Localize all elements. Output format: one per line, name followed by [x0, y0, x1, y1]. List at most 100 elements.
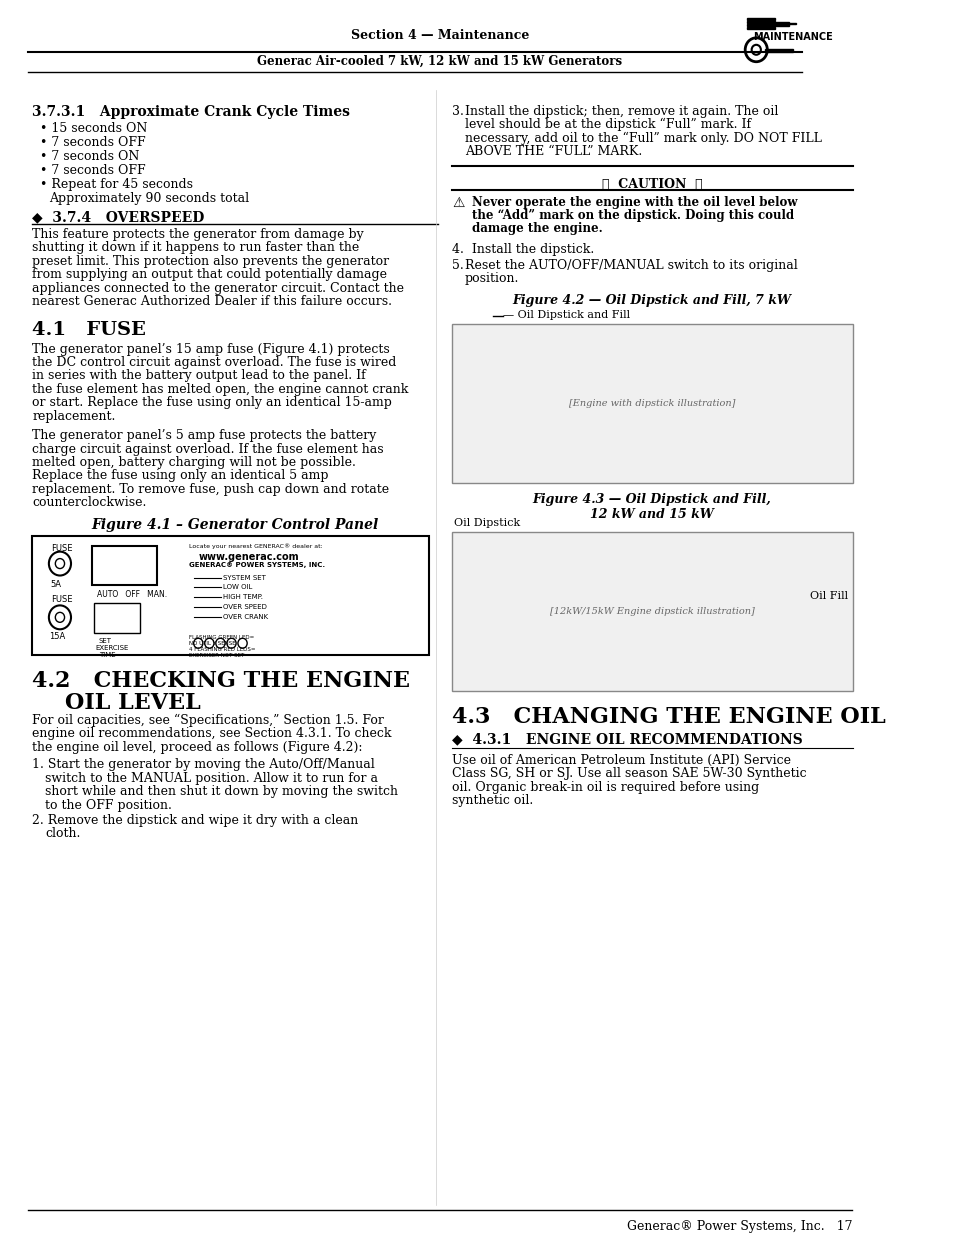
Text: Generac® Power Systems, Inc.   17: Generac® Power Systems, Inc. 17: [626, 1220, 851, 1233]
Text: preset limit. This protection also prevents the generator: preset limit. This protection also preve…: [32, 254, 389, 268]
Text: OVER SPEED: OVER SPEED: [223, 604, 267, 610]
Text: charge circuit against overload. If the fuse element has: charge circuit against overload. If the …: [32, 442, 383, 456]
Text: TIME: TIME: [98, 652, 115, 658]
Text: Figure 4.3 — Oil Dipstick and Fill,
12 kW and 15 kW: Figure 4.3 — Oil Dipstick and Fill, 12 k…: [532, 493, 771, 521]
Text: SET: SET: [98, 638, 112, 645]
Text: 2. Remove the dipstick and wipe it dry with a clean: 2. Remove the dipstick and wipe it dry w…: [32, 814, 358, 827]
Text: replacement. To remove fuse, push cap down and rotate: replacement. To remove fuse, push cap do…: [32, 483, 389, 496]
Bar: [746, 19, 774, 20]
Text: [12kW/15kW Engine dipstick illustration]: [12kW/15kW Engine dipstick illustration]: [549, 606, 754, 616]
Text: 3.: 3.: [452, 105, 463, 117]
Text: Approximately 90 seconds total: Approximately 90 seconds total: [49, 193, 249, 205]
Text: necessary, add oil to the “Full” mark only. DO NOT FILL: necessary, add oil to the “Full” mark on…: [464, 131, 821, 144]
Text: • 7 seconds OFF: • 7 seconds OFF: [40, 164, 145, 178]
Text: short while and then shut it down by moving the switch: short while and then shut it down by mov…: [45, 785, 397, 798]
Text: Oil Dipstick: Oil Dipstick: [454, 517, 519, 527]
Text: level should be at the dipstick “Full” mark. If: level should be at the dipstick “Full” m…: [464, 119, 750, 131]
Text: EXERCISER NOT SET: EXERCISER NOT SET: [189, 653, 244, 658]
Text: Install the dipstick; then, remove it again. The oil: Install the dipstick; then, remove it ag…: [464, 105, 778, 117]
Text: — Oil Dipstick and Fill: — Oil Dipstick and Fill: [502, 310, 629, 320]
Text: ◆  4.3.1   ENGINE OIL RECOMMENDATIONS: ◆ 4.3.1 ENGINE OIL RECOMMENDATIONS: [452, 732, 801, 746]
Bar: [746, 21, 774, 23]
Text: FUSE: FUSE: [51, 543, 72, 552]
Text: HIGH TEMP.: HIGH TEMP.: [223, 594, 263, 600]
Text: oil. Organic break-in oil is required before using: oil. Organic break-in oil is required be…: [452, 781, 759, 794]
Text: OVER CRANK: OVER CRANK: [223, 614, 268, 620]
Text: For oil capacities, see “Specifications,” Section 1.5. For: For oil capacities, see “Specifications,…: [32, 714, 384, 727]
Text: NO UTIL Y SENSE: NO UTIL Y SENSE: [189, 641, 235, 646]
Text: 5A: 5A: [51, 579, 62, 589]
Text: from supplying an output that could potentially damage: from supplying an output that could pote…: [32, 268, 387, 282]
Text: in series with the battery output lead to the panel. If: in series with the battery output lead t…: [32, 369, 366, 383]
Text: the “Add” mark on the dipstick. Doing this could: the “Add” mark on the dipstick. Doing th…: [472, 209, 794, 222]
Text: 3.7.3.1   Approximate Crank Cycle Times: 3.7.3.1 Approximate Crank Cycle Times: [32, 105, 350, 119]
Bar: [452, 532, 852, 692]
Text: the engine oil level, proceed as follows (Figure 4.2):: the engine oil level, proceed as follows…: [32, 741, 362, 753]
Bar: [774, 22, 788, 26]
Text: This feature protects the generator from damage by: This feature protects the generator from…: [32, 228, 364, 241]
FancyBboxPatch shape: [32, 536, 429, 656]
Text: www.generac.com: www.generac.com: [198, 552, 298, 562]
Text: ◆  3.7.4   OVERSPEED: ◆ 3.7.4 OVERSPEED: [32, 210, 205, 224]
Text: melted open, battery charging will not be possible.: melted open, battery charging will not b…: [32, 456, 355, 469]
Text: the DC control circuit against overload. The fuse is wired: the DC control circuit against overload.…: [32, 356, 396, 369]
Bar: [92, 546, 156, 585]
Text: ⚠: ⚠: [452, 196, 464, 210]
Text: to the OFF position.: to the OFF position.: [45, 799, 172, 811]
Text: • Repeat for 45 seconds: • Repeat for 45 seconds: [40, 178, 193, 191]
Bar: [764, 49, 792, 52]
Text: 1. Start the generator by moving the Auto/Off/Manual: 1. Start the generator by moving the Aut…: [32, 758, 375, 771]
Text: Class SG, SH or SJ. Use all season SAE 5W-30 Synthetic: Class SG, SH or SJ. Use all season SAE 5…: [452, 767, 805, 781]
Text: Never operate the engine with the oil level below: Never operate the engine with the oil le…: [472, 196, 797, 209]
Text: MAINTENANCE: MAINTENANCE: [753, 32, 832, 42]
Text: Use oil of American Petroleum Institute (API) Service: Use oil of American Petroleum Institute …: [452, 753, 790, 767]
Bar: [746, 23, 774, 26]
Text: OIL LEVEL: OIL LEVEL: [65, 692, 200, 714]
Bar: [746, 27, 774, 28]
Text: or start. Replace the fuse using only an identical 15-amp: or start. Replace the fuse using only an…: [32, 396, 392, 409]
Text: [Engine with dipstick illustration]: [Engine with dipstick illustration]: [568, 399, 735, 408]
Text: Oil Fill: Oil Fill: [809, 592, 847, 601]
Text: GENERAC® POWER SYSTEMS, INC.: GENERAC® POWER SYSTEMS, INC.: [189, 562, 325, 568]
Text: Generac Air-cooled 7 kW, 12 kW and 15 kW Generators: Generac Air-cooled 7 kW, 12 kW and 15 kW…: [257, 54, 622, 68]
Text: 4 FLASHING RED LEDS=: 4 FLASHING RED LEDS=: [189, 647, 255, 652]
Bar: [94, 604, 140, 634]
Text: the fuse element has melted open, the engine cannot crank: the fuse element has melted open, the en…: [32, 383, 408, 396]
Text: EXERCISE: EXERCISE: [95, 645, 129, 651]
Text: 4.3   CHANGING THE ENGINE OIL: 4.3 CHANGING THE ENGINE OIL: [452, 706, 884, 727]
Bar: [452, 324, 852, 483]
Text: Replace the fuse using only an identical 5 amp: Replace the fuse using only an identical…: [32, 469, 329, 483]
Text: position.: position.: [464, 273, 518, 285]
Text: Section 4 — Maintenance: Section 4 — Maintenance: [351, 28, 529, 42]
Text: appliances connected to the generator circuit. Contact the: appliances connected to the generator ci…: [32, 282, 404, 295]
Text: • 7 seconds OFF: • 7 seconds OFF: [40, 136, 145, 149]
Text: • 15 seconds ON: • 15 seconds ON: [40, 122, 147, 136]
Text: The generator panel’s 5 amp fuse protects the battery: The generator panel’s 5 amp fuse protect…: [32, 429, 376, 442]
Text: FUSE: FUSE: [51, 595, 72, 604]
Text: ABOVE THE “FULL” MARK.: ABOVE THE “FULL” MARK.: [464, 144, 641, 158]
Text: shutting it down if it happens to run faster than the: shutting it down if it happens to run fa…: [32, 242, 359, 254]
Text: 15A: 15A: [49, 632, 65, 641]
Text: Figure 4.1 – Generator Control Panel: Figure 4.1 – Generator Control Panel: [91, 517, 378, 532]
Text: AUTO   OFF   MAN.: AUTO OFF MAN.: [97, 590, 167, 599]
Text: cloth.: cloth.: [45, 827, 80, 841]
Text: 4.1   FUSE: 4.1 FUSE: [32, 321, 146, 338]
Text: replacement.: replacement.: [32, 410, 115, 422]
Text: FLASHING GREEN LED=: FLASHING GREEN LED=: [189, 635, 254, 640]
Text: 5.: 5.: [452, 259, 463, 272]
Text: • 7 seconds ON: • 7 seconds ON: [40, 151, 139, 163]
Text: LOW OIL: LOW OIL: [223, 584, 253, 590]
Text: counterclockwise.: counterclockwise.: [32, 496, 147, 509]
Text: engine oil recommendations, see Section 4.3.1. To check: engine oil recommendations, see Section …: [32, 727, 392, 740]
Text: SYSTEM SET: SYSTEM SET: [223, 574, 266, 580]
Text: nearest Generac Authorized Dealer if this failure occurs.: nearest Generac Authorized Dealer if thi…: [32, 295, 392, 309]
Text: 4.  Install the dipstick.: 4. Install the dipstick.: [452, 243, 594, 256]
Text: switch to the MANUAL position. Allow it to run for a: switch to the MANUAL position. Allow it …: [45, 772, 377, 784]
Text: Locate your nearest GENERAC® dealer at:: Locate your nearest GENERAC® dealer at:: [189, 543, 322, 550]
Text: 4.2   CHECKING THE ENGINE: 4.2 CHECKING THE ENGINE: [32, 671, 410, 692]
Text: Figure 4.2 — Oil Dipstick and Fill, 7 kW: Figure 4.2 — Oil Dipstick and Fill, 7 kW: [512, 294, 791, 306]
Text: synthetic oil.: synthetic oil.: [452, 794, 533, 808]
Text: damage the engine.: damage the engine.: [472, 222, 602, 235]
Text: The generator panel’s 15 amp fuse (Figure 4.1) protects: The generator panel’s 15 amp fuse (Figur…: [32, 342, 390, 356]
Text: Reset the AUTO/OFF/MANUAL switch to its original: Reset the AUTO/OFF/MANUAL switch to its …: [464, 259, 797, 272]
